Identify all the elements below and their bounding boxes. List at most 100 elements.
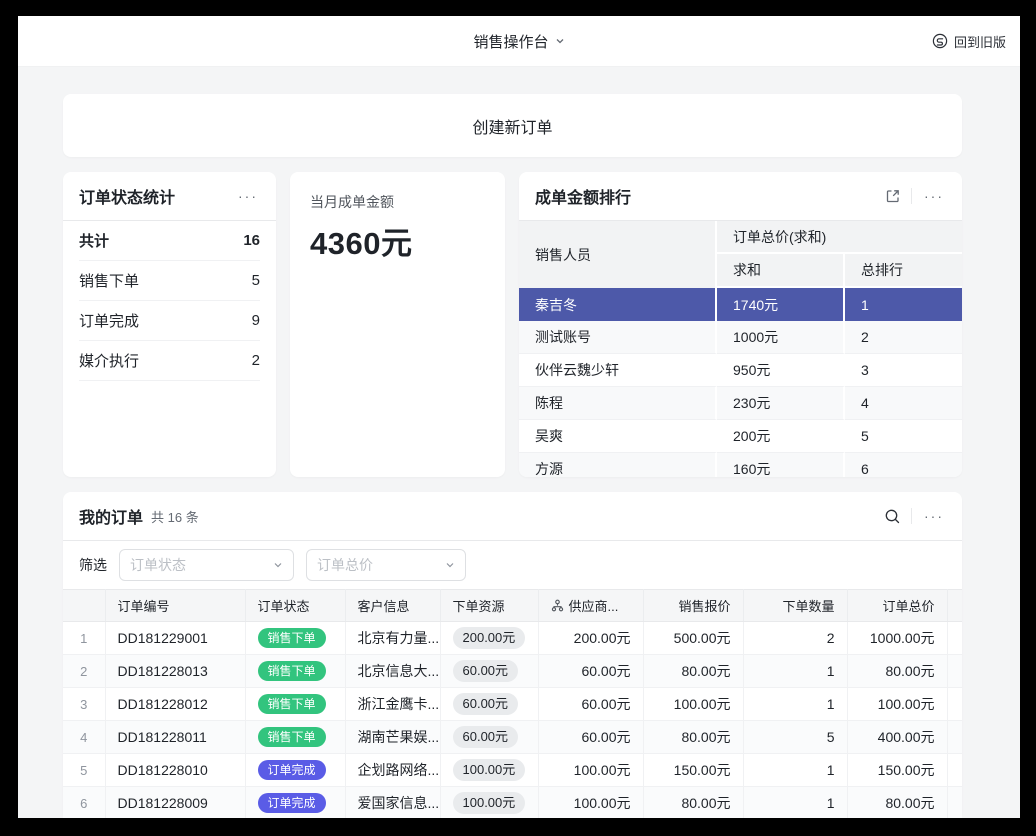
qty-cell[interactable]: 1 — [743, 786, 848, 818]
total-cell[interactable]: 1000.00元 — [847, 621, 948, 655]
order-row-DD181228012[interactable]: 3 DD181228012 销售下单 浙江金鹰卡... 60.00元 60.00元 100.… — [63, 687, 962, 721]
customer-cell[interactable]: 北京信息大... — [345, 654, 441, 688]
more-menu-icon[interactable]: ··· — [924, 188, 944, 204]
total-cell[interactable]: 150.00元 — [847, 753, 948, 787]
resource-cell[interactable]: 200.00元 — [440, 621, 539, 655]
create-order-button[interactable]: 创建新订单 — [63, 94, 962, 157]
order-status-cell[interactable]: 销售下单 — [245, 654, 346, 688]
customer-cell[interactable]: 浙江金鹰卡... — [345, 687, 441, 721]
order-no-cell[interactable]: DD181228012 — [105, 687, 246, 721]
ranking-row-0-rank[interactable]: 1 — [845, 288, 962, 321]
total-cell[interactable]: 80.00元 — [847, 654, 948, 688]
ranking-row-2-name[interactable]: 伙伴云魏少轩 — [519, 354, 717, 387]
resource-cell[interactable]: 100.00元 — [440, 786, 539, 818]
quote-cell[interactable]: 80.00元 — [643, 654, 744, 688]
ranking-row-1-sum[interactable]: 1000元 — [717, 321, 845, 354]
ranking-row-2-sum[interactable]: 950元 — [717, 354, 845, 387]
open-external-icon[interactable] — [885, 188, 901, 204]
ranking-row-4-name[interactable]: 吴爽 — [519, 420, 717, 453]
qty-cell[interactable]: 1 — [743, 753, 848, 787]
order-no-cell[interactable]: DD181229001 — [105, 621, 246, 655]
order-status-cell[interactable]: 订单完成 — [245, 753, 346, 787]
supplier-cell[interactable]: 60.00元 — [538, 720, 644, 754]
search-icon[interactable] — [884, 508, 901, 525]
total-cell[interactable]: 100.00元 — [847, 687, 948, 721]
supplier-cell[interactable]: 100.00元 — [538, 753, 644, 787]
customer-cell[interactable]: 爱国家信息... — [345, 786, 441, 818]
qty-cell[interactable]: 1 — [743, 654, 848, 688]
order-row-DD181229001[interactable]: 1 DD181229001 销售下单 北京有力量... 200.00元 200.00元 50… — [63, 621, 962, 655]
ranking-row-1-rank[interactable]: 2 — [845, 321, 962, 354]
total-cell[interactable]: 80.00元 — [847, 786, 948, 818]
resource-cell[interactable]: 60.00元 — [440, 720, 539, 754]
col-order-status[interactable]: 订单状态 — [245, 589, 346, 622]
col-total[interactable]: 订单总价 — [847, 589, 948, 622]
col-quote[interactable]: 销售报价 — [643, 589, 744, 622]
ranking-row-5-sum[interactable]: 160元 — [717, 453, 845, 477]
order-status-cell[interactable]: 销售下单 — [245, 687, 346, 721]
order-row-DD181228013[interactable]: 2 DD181228013 销售下单 北京信息大... 60.00元 60.00元 80.0… — [63, 654, 962, 688]
qty-cell[interactable]: 5 — [743, 720, 848, 754]
order-status-cell[interactable]: 订单完成 — [245, 786, 346, 818]
customer-cell[interactable]: 湖南芒果娱... — [345, 720, 441, 754]
col-customer[interactable]: 客户信息 — [345, 589, 441, 622]
col-supplier[interactable]: 供应商... — [538, 589, 644, 622]
order-no-cell[interactable]: DD181228011 — [105, 720, 246, 754]
back-to-old-version-button[interactable]: 回到旧版 — [932, 16, 1006, 66]
ranking-row-3-sum[interactable]: 230元 — [717, 387, 845, 420]
supplier-cell[interactable]: 100.00元 — [538, 786, 644, 818]
quote-cell[interactable]: 150.00元 — [643, 753, 744, 787]
resource-cell[interactable]: 100.00元 — [440, 753, 539, 787]
col-resource[interactable]: 下单资源 — [440, 589, 539, 622]
ranking-title: 成单金额排行 — [535, 190, 632, 207]
ranking-row-5-name[interactable]: 方源 — [519, 453, 717, 477]
ranking-row-0-sum[interactable]: 1740元 — [717, 288, 845, 321]
order-status-cell[interactable]: 销售下单 — [245, 621, 346, 655]
order-row-DD181228011[interactable]: 4 DD181228011 销售下单 湖南芒果娱... 60.00元 60.00元 80.0… — [63, 720, 962, 754]
more-menu-icon[interactable]: ··· — [924, 508, 944, 524]
order-row-DD181228009[interactable]: 6 DD181228009 订单完成 爱国家信息... 100.00元 100.00元 80… — [63, 786, 962, 818]
qty-cell[interactable]: 1 — [743, 687, 848, 721]
order-total-filter-select[interactable]: 订单总价 — [306, 549, 466, 581]
ranking-row-4-rank[interactable]: 5 — [845, 420, 962, 453]
resource-cell[interactable]: 60.00元 — [440, 654, 539, 688]
status-row-1[interactable]: 销售下单 5 — [79, 261, 260, 301]
customer-cell[interactable]: 北京有力量... — [345, 621, 441, 655]
ranking-row-3-rank[interactable]: 4 — [845, 387, 962, 420]
ranking-row-0-name[interactable]: 秦吉冬 — [519, 288, 717, 321]
order-status-filter-select[interactable]: 订单状态 — [119, 549, 294, 581]
col-qty[interactable]: 下单数量 — [743, 589, 848, 622]
status-row-3[interactable]: 媒介执行 2 — [79, 341, 260, 381]
total-cell[interactable]: 400.00元 — [847, 720, 948, 754]
quote-cell[interactable]: 80.00元 — [643, 786, 744, 818]
order-no-cell[interactable]: DD181228010 — [105, 753, 246, 787]
status-row-2[interactable]: 订单完成 9 — [79, 301, 260, 341]
ranking-row-1-name[interactable]: 测试账号 — [519, 321, 717, 354]
order-no-cell[interactable]: DD181228013 — [105, 654, 246, 688]
app-title-dropdown[interactable]: 销售操作台 — [473, 31, 564, 52]
quote-cell[interactable]: 100.00元 — [643, 687, 744, 721]
order-row-DD181228010[interactable]: 5 DD181228010 订单完成 企划路网络... 100.00元 100.00元 15… — [63, 753, 962, 787]
quote-cell[interactable]: 80.00元 — [643, 720, 744, 754]
status-row-0[interactable]: 共计 16 — [79, 221, 260, 261]
order-status-cell[interactable]: 销售下单 — [245, 720, 346, 754]
supplier-cell[interactable]: 60.00元 — [538, 654, 644, 688]
ranking-row-4-sum[interactable]: 200元 — [717, 420, 845, 453]
spacer-cell — [947, 654, 962, 688]
row-index: 3 — [63, 687, 106, 721]
quote-cell[interactable]: 500.00元 — [643, 621, 744, 655]
spacer-header — [947, 589, 962, 622]
supplier-cell[interactable]: 60.00元 — [538, 687, 644, 721]
ranking-row-2-rank[interactable]: 3 — [845, 354, 962, 387]
resource-cell[interactable]: 60.00元 — [440, 687, 539, 721]
ranking-row-5-rank[interactable]: 6 — [845, 453, 962, 477]
qty-cell[interactable]: 2 — [743, 621, 848, 655]
ranking-card-header: 成单金额排行 ··· — [519, 172, 962, 221]
more-menu-icon[interactable]: ··· — [238, 188, 258, 204]
filter-label: 筛选 — [79, 557, 107, 573]
customer-cell[interactable]: 企划路网络... — [345, 753, 441, 787]
col-order-no[interactable]: 订单编号 — [105, 589, 246, 622]
order-no-cell[interactable]: DD181228009 — [105, 786, 246, 818]
ranking-row-3-name[interactable]: 陈程 — [519, 387, 717, 420]
supplier-cell[interactable]: 200.00元 — [538, 621, 644, 655]
